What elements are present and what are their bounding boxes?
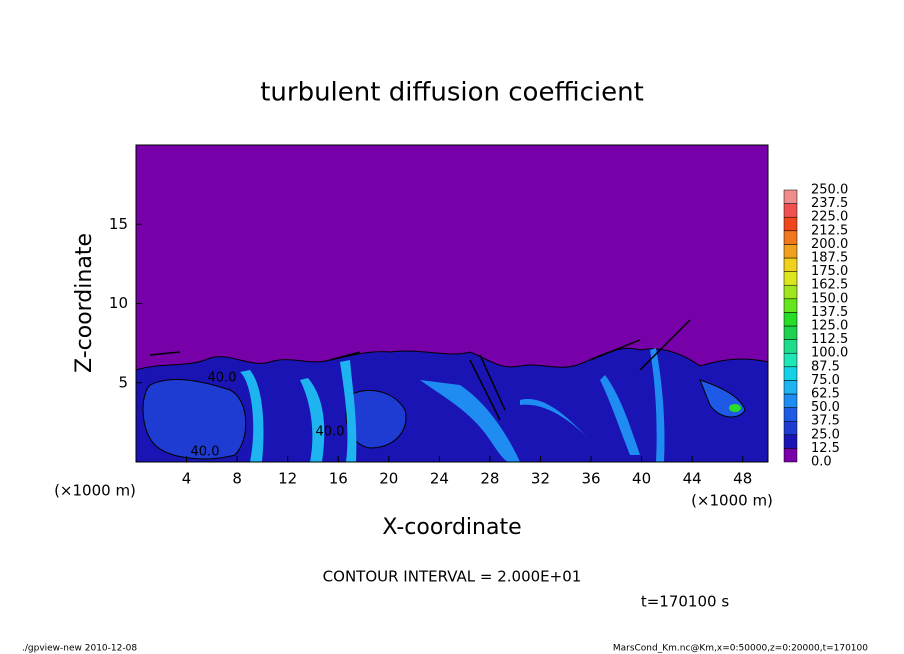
x-tick-label: 16 [329,470,348,488]
colorbar-box [783,434,798,449]
field-region [729,404,741,412]
x-tick-label: 44 [683,470,702,488]
colorbar-label: 250.0 [811,183,848,198]
colorbar-label: 162.5 [811,278,848,293]
colorbar-label: 150.0 [811,291,848,306]
x-tick-label: 4 [182,470,192,488]
colorbar-box [783,284,798,300]
field-region [142,379,247,460]
field-region [240,360,357,462]
colorbar-label: 237.5 [811,196,848,211]
colorbar-label: 12.5 [811,441,840,456]
colorbar-box [783,312,798,327]
colorbar-box [783,325,798,340]
colorbar-label: 187.5 [811,251,848,266]
x-tick-label: 20 [379,470,398,488]
colorbar-box [783,407,798,422]
colorbar-label: 75.0 [811,373,840,388]
colorbar-box [783,189,798,204]
y-tick-label: 15 [109,215,128,233]
time-label: t=170100 s [641,593,729,611]
colorbar-box [783,352,798,368]
x-tick-label: 28 [480,470,499,488]
colorbar-box [783,298,798,313]
colorbar-label: 87.5 [811,359,840,374]
footer-right: MarsCond_Km.nc@Km,x=0:50000,z=0:20000,t=… [613,644,868,654]
footer-left: ./gpview-new 2010-12-08 [22,644,137,654]
x-tick-label: 8 [232,470,242,488]
x-tick-label: 36 [581,470,600,488]
colorbar-label: 125.0 [811,319,848,334]
x-tick-label: 40 [632,470,651,488]
colorbar-box [783,244,798,259]
chart-title: turbulent diffusion coefficient [260,78,644,108]
colorbar-label: 0.0 [811,455,832,470]
colorbar-box [783,203,798,218]
colorbar-box [783,216,798,232]
contour-label: 40.0 [208,371,237,386]
x-axis-unit: (×1000 m) [691,492,773,510]
contour-interval: CONTOUR INTERVAL = 2.000E+01 [323,568,582,586]
contour-label: 40.0 [316,425,345,440]
colorbar-box [783,380,798,395]
colorbar-box [783,257,798,272]
colorbar-label: 175.0 [811,264,848,279]
colorbar-box [783,393,798,408]
colorbar-label: 37.5 [811,414,840,429]
x-tick-label: 48 [733,470,752,488]
y-tick-label: 5 [118,373,128,391]
colorbar-box [783,448,798,463]
x-tick-label: 24 [430,470,449,488]
colorbar-label: 50.0 [811,400,840,415]
contour-line [149,319,691,421]
colorbar-label: 225.0 [811,210,848,225]
colorbar-label: 112.5 [811,332,848,347]
colorbar-label: 62.5 [811,387,840,402]
colorbar-label: 137.5 [811,305,848,320]
field-region [420,348,665,462]
colorbar-label: 200.0 [811,237,848,252]
contour-label: 40.0 [191,445,220,460]
y-axis-unit: (×1000 m) [54,482,136,500]
x-tick-label: 12 [278,470,297,488]
colorbar-label: 25.0 [811,427,840,442]
colorbar-box [783,271,798,286]
colorbar-box [783,366,798,381]
colorbar-box [783,420,798,436]
colorbar-box [783,339,798,354]
field-region [135,347,769,463]
colorbar-label: 100.0 [811,346,848,361]
x-tick-label: 32 [531,470,550,488]
y-axis-title: Z-coordinate [72,233,97,373]
x-axis-title: X-coordinate [382,515,521,540]
colorbar-label: 212.5 [811,223,848,238]
colorbar-box [783,230,798,245]
y-tick-label: 10 [109,294,128,312]
field [135,145,769,463]
